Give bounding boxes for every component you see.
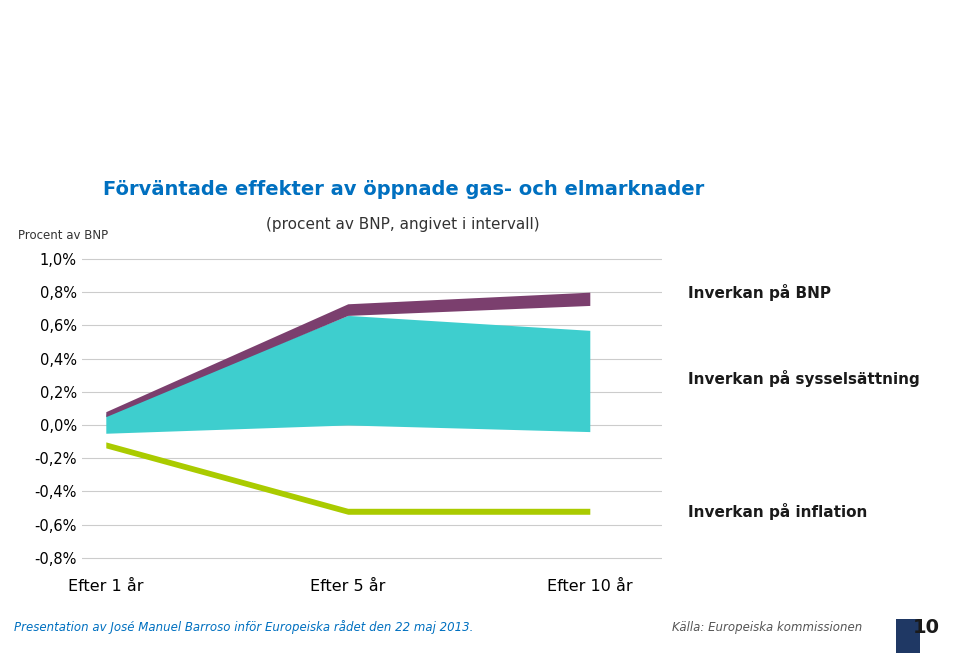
Text: Inverkan på BNP: Inverkan på BNP [687,284,830,301]
Text: Källa: Europeiska kommissionen: Källa: Europeiska kommissionen [672,621,862,634]
Text: Prioritet 2: att fullborda den inre: Prioritet 2: att fullborda den inre [34,52,526,78]
Bar [896,619,920,653]
Text: Inverkan på inflation: Inverkan på inflation [687,503,867,520]
Text: Procent av BNP: Procent av BNP [17,229,108,242]
Text: Förväntade effekter av öppnade gas- och elmarknader: Förväntade effekter av öppnade gas- och … [103,179,704,199]
Text: (procent av BNP, angivet i intervall): (procent av BNP, angivet i intervall) [266,217,540,232]
Text: Presentation av José Manuel Barroso inför Europeiska rådet den 22 maj 2013.: Presentation av José Manuel Barroso infö… [14,620,474,634]
Text: Inverkan på sysselsättning: Inverkan på sysselsättning [687,370,920,387]
Text: marknaden för energi: marknaden för energi [34,116,358,141]
Text: 10: 10 [913,618,940,637]
